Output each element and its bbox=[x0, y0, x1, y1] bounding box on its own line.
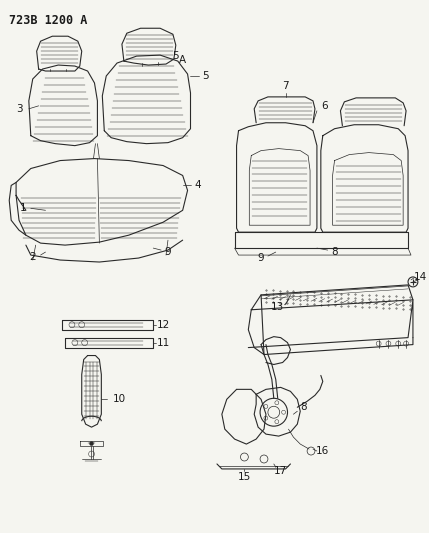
Text: 7: 7 bbox=[282, 81, 289, 91]
Text: 14: 14 bbox=[414, 272, 427, 282]
Text: 723B 1200 A: 723B 1200 A bbox=[9, 14, 88, 27]
Text: 12: 12 bbox=[157, 320, 170, 330]
Text: 16: 16 bbox=[316, 446, 329, 456]
Text: 2: 2 bbox=[30, 252, 36, 262]
Circle shape bbox=[90, 441, 94, 446]
Text: 11: 11 bbox=[157, 337, 170, 348]
Text: 5: 5 bbox=[202, 71, 208, 81]
Text: 9: 9 bbox=[258, 253, 264, 263]
Text: 3: 3 bbox=[16, 104, 22, 114]
Text: 4: 4 bbox=[194, 181, 201, 190]
Text: A: A bbox=[179, 55, 186, 65]
Text: 8: 8 bbox=[331, 247, 338, 257]
Text: 6: 6 bbox=[321, 101, 328, 111]
Text: 1: 1 bbox=[20, 203, 26, 213]
Text: 17: 17 bbox=[274, 466, 287, 476]
Text: 9: 9 bbox=[165, 247, 171, 257]
Text: 15: 15 bbox=[238, 472, 251, 482]
Text: 13: 13 bbox=[271, 302, 284, 312]
Text: 8: 8 bbox=[300, 402, 306, 412]
Text: 5: 5 bbox=[172, 51, 179, 61]
Text: 10: 10 bbox=[112, 394, 126, 405]
